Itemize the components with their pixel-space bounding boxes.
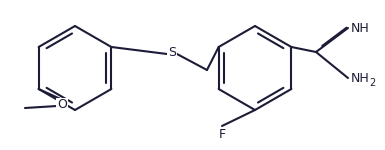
Text: NH: NH [351, 72, 370, 84]
Text: S: S [168, 45, 176, 58]
Text: O: O [57, 99, 67, 111]
Text: F: F [218, 129, 226, 141]
Text: NH: NH [351, 21, 370, 34]
Text: 2: 2 [369, 78, 375, 88]
